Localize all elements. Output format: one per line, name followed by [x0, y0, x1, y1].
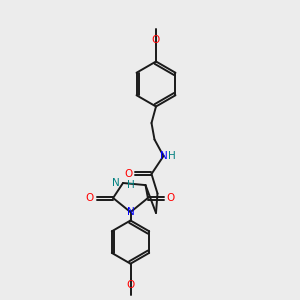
Text: O: O: [167, 193, 175, 203]
Text: O: O: [124, 169, 133, 179]
Text: O: O: [86, 193, 94, 203]
Text: H: H: [127, 179, 134, 190]
Text: N: N: [127, 207, 134, 217]
Text: O: O: [126, 280, 135, 290]
Text: N: N: [112, 178, 119, 188]
Text: H: H: [168, 151, 176, 161]
Text: N: N: [160, 151, 167, 161]
Text: O: O: [152, 34, 160, 45]
